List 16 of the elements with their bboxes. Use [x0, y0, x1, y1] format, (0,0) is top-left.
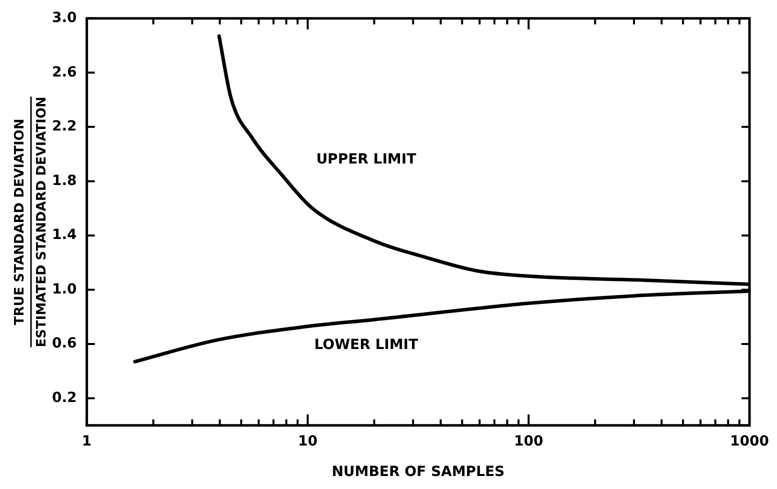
y-tick-label: 0.2 [52, 390, 77, 406]
x-axis-title: NUMBER OF SAMPLES [332, 464, 505, 480]
y-tick-label: 1.8 [52, 172, 77, 189]
y-axis-title: TRUE STANDARD DEVIATION ESTIMATED STANDARD DEVIATION [12, 96, 50, 348]
y-tick-label: 3.0 [52, 10, 78, 26]
x-tick-label: 1 [82, 433, 92, 450]
y-tick-label: 2.2 [52, 118, 77, 135]
x-tick-label: 10 [298, 433, 318, 450]
x-tick-label: 100 [514, 433, 544, 450]
text: UPPER LIMIT [316, 151, 417, 168]
series-label: LOWER LIMIT [314, 337, 419, 354]
x-tick-label: 1000 [730, 433, 770, 450]
y-tick-label: 0.6 [52, 336, 77, 352]
y-tick-label: 1.0 [52, 281, 78, 298]
y-tick-label: 2.6 [52, 64, 77, 80]
y-tick-label: 1.4 [52, 227, 78, 244]
